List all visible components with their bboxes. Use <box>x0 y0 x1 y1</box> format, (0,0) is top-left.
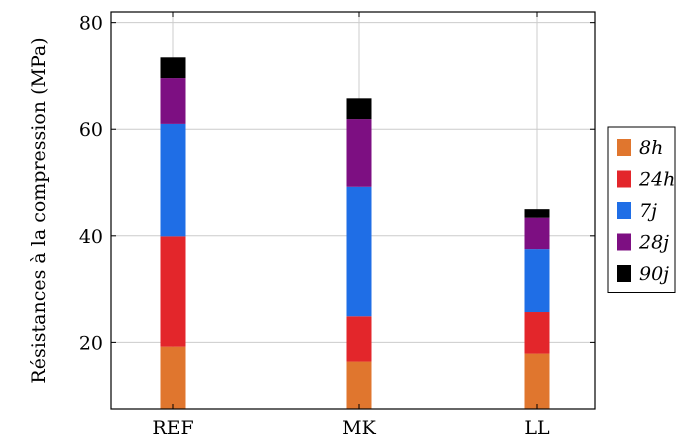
legend-swatch <box>617 139 631 156</box>
y-tick-label: 40 <box>79 226 103 248</box>
legend-swatch <box>617 233 631 251</box>
legend-label: 8h <box>639 137 663 159</box>
legend-label: 90j <box>639 263 669 285</box>
legend-label: 24h <box>638 169 675 191</box>
x-tick-label: MK <box>342 417 376 438</box>
x-tick-label: REF <box>152 417 193 438</box>
bar-segment <box>524 312 550 354</box>
bar-segment <box>346 119 372 187</box>
legend: 8h 24h 7j 28j 90j <box>607 126 676 293</box>
bar-segment <box>524 209 550 218</box>
legend-swatch <box>617 202 631 219</box>
bar-segment <box>160 78 186 124</box>
bar-segment <box>160 123 186 237</box>
bar-segment <box>160 346 186 409</box>
y-tick-label: 80 <box>79 13 103 35</box>
bar-segment <box>346 186 372 317</box>
bars-layer <box>160 57 550 409</box>
ticks-layer: 20 40 60 80 REF MK LL <box>79 12 595 438</box>
legend-swatch <box>617 265 631 282</box>
legend-swatch <box>617 170 631 188</box>
y-axis-label: Résistances à la compression (MPa) <box>28 37 50 383</box>
x-tick-label: LL <box>524 417 550 438</box>
y-tick-label: 60 <box>79 119 103 141</box>
y-tick-label: 20 <box>79 332 103 354</box>
bar-segment <box>160 236 186 347</box>
plot-frame <box>110 11 596 410</box>
bar-segment <box>524 249 550 313</box>
bar-segment <box>524 217 550 250</box>
bar-segment <box>346 98 372 120</box>
bar-segment <box>524 353 550 409</box>
legend-label: 7j <box>639 200 657 222</box>
bar-segment <box>346 316 372 362</box>
legend-label: 28j <box>638 232 669 254</box>
bar-segment <box>346 361 372 409</box>
bar-segment <box>160 57 186 79</box>
